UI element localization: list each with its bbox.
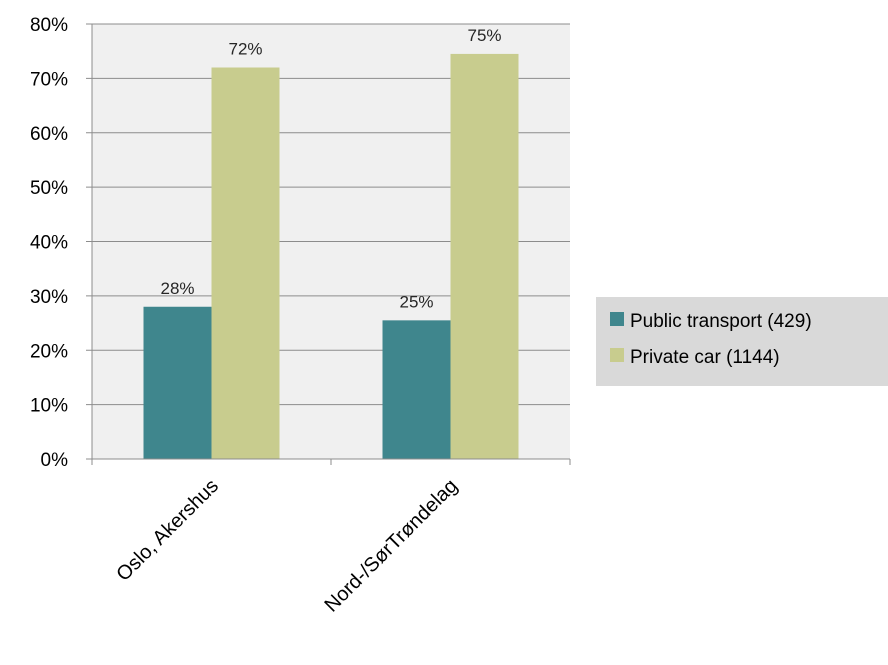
- category-label: Oslo, Akershus: [112, 475, 223, 586]
- data-label: 25%: [399, 292, 433, 311]
- legend: Public transport (429) Private car (1144): [596, 297, 888, 386]
- y-tick-label: 50%: [30, 178, 68, 199]
- legend-label: Private car (1144): [630, 347, 780, 368]
- y-tick-label: 0%: [41, 450, 69, 471]
- data-label: 75%: [467, 26, 501, 45]
- y-tick-label: 20%: [30, 341, 68, 362]
- bar: [382, 320, 451, 459]
- legend-label: Public transport (429): [630, 311, 812, 332]
- legend-swatch: [610, 312, 624, 326]
- y-tick-label: 70%: [30, 69, 68, 90]
- y-tick-label: 80%: [30, 15, 68, 36]
- x-axis-category-labels: Oslo, Akershus Nord-/SørTrøndelag: [112, 475, 462, 617]
- data-label: 28%: [160, 279, 194, 298]
- bar: [143, 306, 212, 459]
- y-tick-label: 40%: [30, 233, 68, 254]
- y-tick-label: 10%: [30, 396, 68, 417]
- axes: [91, 24, 571, 465]
- y-tick-label: 30%: [30, 287, 68, 308]
- data-labels: 28% 72% 25% 75%: [160, 26, 501, 311]
- bar: [211, 67, 280, 459]
- y-axis-tick-labels: 0% 10% 20% 30% 40% 50% 60% 70% 80%: [30, 15, 68, 471]
- legend-box: [596, 297, 888, 386]
- bar: [450, 53, 519, 459]
- category-label: Nord-/SørTrøndelag: [320, 475, 462, 617]
- bars: [143, 53, 519, 459]
- data-label: 72%: [228, 40, 262, 59]
- legend-swatch: [610, 348, 624, 362]
- y-tick-label: 60%: [30, 124, 68, 145]
